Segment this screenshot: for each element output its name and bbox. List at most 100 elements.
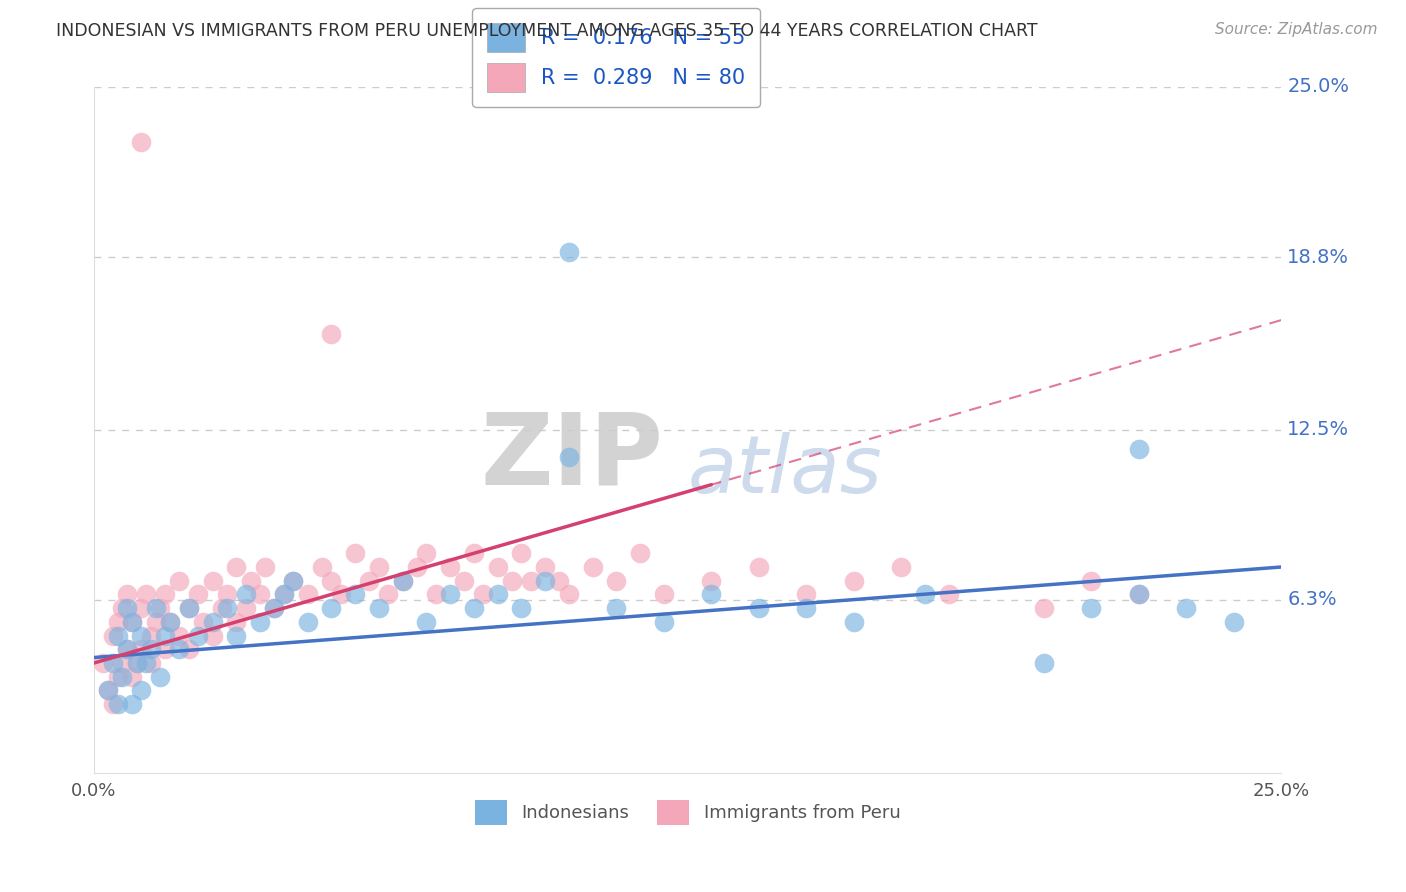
Point [329,587,352,601]
Point [377,587,399,601]
Point [367,560,389,574]
Point [97,683,120,698]
Point [121,697,143,711]
Point [486,587,509,601]
Point [135,587,157,601]
Point [842,574,865,588]
Point [842,615,865,629]
Point [139,629,162,643]
Point [558,587,581,601]
Point [107,615,129,629]
Point [748,560,770,574]
Point [439,560,461,574]
Text: 6.3%: 6.3% [1286,591,1337,609]
Point [520,574,543,588]
Point [131,629,153,643]
Point [115,587,138,601]
Point [187,587,209,601]
Point [652,587,675,601]
Point [135,656,157,670]
Point [115,601,138,615]
Point [321,601,343,615]
Point [111,670,134,684]
Point [1080,574,1102,588]
Point [211,601,233,615]
Point [548,574,571,588]
Point [263,601,285,615]
Point [439,587,461,601]
Point [472,587,495,601]
Point [938,587,960,601]
Point [201,615,224,629]
Point [131,683,153,698]
Point [121,670,143,684]
Point [321,574,343,588]
Point [191,615,214,629]
Text: ZIP: ZIP [481,409,664,506]
Point [605,574,627,588]
Point [1032,601,1054,615]
Point [201,629,224,643]
Point [1128,442,1150,456]
Point [1080,601,1102,615]
Point [486,560,509,574]
Point [169,629,191,643]
Point [558,244,581,259]
Point [139,642,162,657]
Point [344,546,367,560]
Point [415,615,437,629]
Point [139,656,162,670]
Point [145,601,167,615]
Point [115,642,138,657]
Point [149,601,172,615]
Point [107,697,129,711]
Point [225,560,247,574]
Point [297,615,319,629]
Point [1175,601,1198,615]
Point [249,587,271,601]
Point [239,574,262,588]
Point [125,656,148,670]
Point [914,587,936,601]
Point [149,670,172,684]
Point [153,642,176,657]
Point [425,587,447,601]
Point [249,615,271,629]
Point [253,560,276,574]
Point [534,574,557,588]
Point [169,642,191,657]
Point [169,574,191,588]
Point [1222,615,1244,629]
Point [153,587,176,601]
Point [145,615,167,629]
Point [225,629,247,643]
Text: atlas: atlas [688,432,883,510]
Text: INDONESIAN VS IMMIGRANTS FROM PERU UNEMPLOYMENT AMONG AGES 35 TO 44 YEARS CORREL: INDONESIAN VS IMMIGRANTS FROM PERU UNEMP… [56,22,1038,40]
Point [115,642,138,657]
Point [111,656,134,670]
Point [93,656,115,670]
Point [177,601,200,615]
Text: 12.5%: 12.5% [1286,420,1350,440]
Point [131,601,153,615]
Point [159,615,181,629]
Point [311,560,333,574]
Point [283,574,305,588]
Point [510,546,533,560]
Point [453,574,475,588]
Point [605,601,627,615]
Point [463,546,485,560]
Text: 25.0%: 25.0% [1286,78,1350,96]
Point [1128,587,1150,601]
Point [794,601,817,615]
Point [344,587,367,601]
Point [463,601,485,615]
Point [405,560,427,574]
Point [235,601,257,615]
Point [177,601,200,615]
Point [510,601,533,615]
Point [225,615,247,629]
Point [558,450,581,465]
Text: Source: ZipAtlas.com: Source: ZipAtlas.com [1215,22,1378,37]
Point [101,629,124,643]
